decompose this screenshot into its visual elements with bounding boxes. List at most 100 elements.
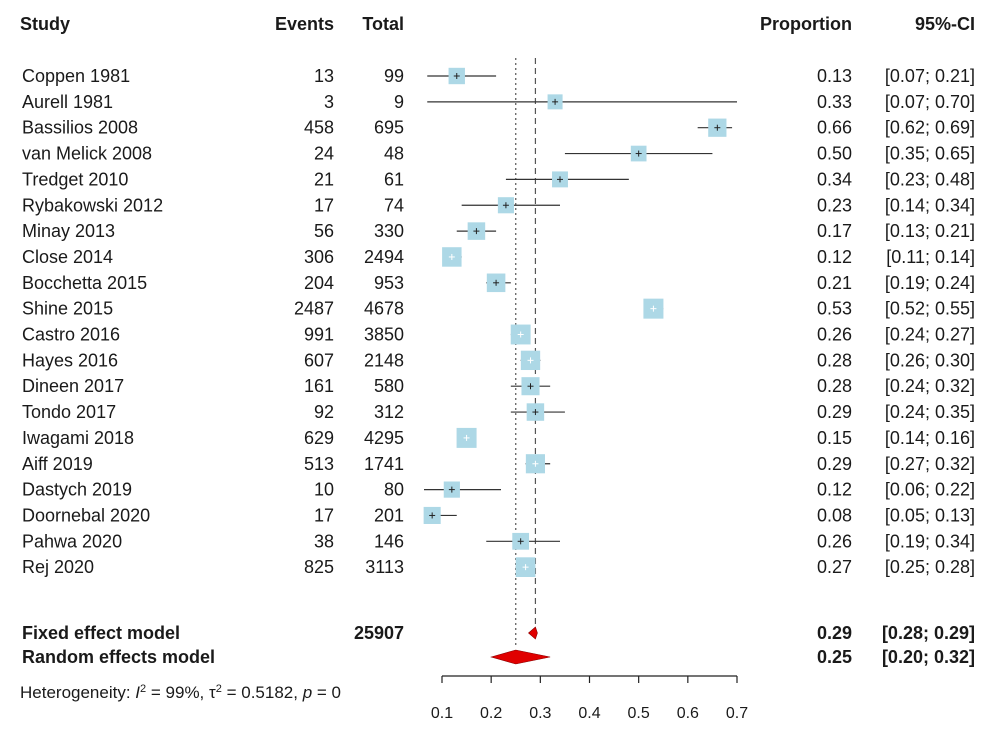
- header-proportion: Proportion: [760, 14, 852, 34]
- study-total: 330: [374, 221, 404, 241]
- study-events: 56: [314, 221, 334, 241]
- study-total: 4678: [364, 299, 404, 319]
- fixed-effect-label: Fixed effect model: [22, 623, 180, 643]
- study-total: 2494: [364, 247, 404, 267]
- study-row: Rybakowski 2012 17 74 0.23 [0.14; 0.34]: [22, 195, 975, 215]
- study-ci: [0.27; 0.32]: [885, 454, 975, 474]
- x-tick-label: 0.5: [628, 705, 650, 722]
- study-events: 17: [314, 505, 334, 525]
- study-total: 1741: [364, 454, 404, 474]
- study-proportion: 0.34: [817, 169, 852, 189]
- study-name: Bocchetta 2015: [22, 273, 147, 293]
- study-proportion: 0.26: [817, 531, 852, 551]
- study-events: 13: [314, 66, 334, 86]
- study-name: Pahwa 2020: [22, 531, 122, 551]
- study-ci: [0.19; 0.34]: [885, 531, 975, 551]
- study-name: Minay 2013: [22, 221, 115, 241]
- x-tick-label: 0.4: [578, 705, 600, 722]
- study-events: 10: [314, 480, 334, 500]
- study-ci: [0.06; 0.22]: [885, 480, 975, 500]
- study-proportion: 0.28: [817, 350, 852, 370]
- study-name: Rybakowski 2012: [22, 195, 163, 215]
- study-events: 629: [304, 428, 334, 448]
- study-events: 204: [304, 273, 334, 293]
- study-ci: [0.19; 0.24]: [885, 273, 975, 293]
- study-events: 3: [324, 92, 334, 112]
- study-events: 21: [314, 169, 334, 189]
- study-proportion: 0.29: [817, 402, 852, 422]
- study-proportion: 0.66: [817, 118, 852, 138]
- study-events: 513: [304, 454, 334, 474]
- study-ci: [0.11; 0.14]: [886, 247, 975, 267]
- study-ci: [0.13; 0.21]: [885, 221, 975, 241]
- study-ci: [0.52; 0.55]: [885, 299, 975, 319]
- x-tick-label: 0.2: [480, 705, 502, 722]
- study-ci: [0.07; 0.70]: [885, 92, 975, 112]
- study-proportion: 0.53: [817, 299, 852, 319]
- x-tick-label: 0.1: [431, 705, 453, 722]
- study-events: 24: [314, 144, 334, 164]
- header-total: Total: [362, 14, 404, 34]
- random-effects-row: Random effects model 0.25 [0.20; 0.32]: [22, 647, 975, 667]
- study-row: Rej 2020 825 3113 0.27 [0.25; 0.28]: [22, 557, 975, 577]
- study-name: Bassilios 2008: [22, 118, 138, 138]
- study-proportion: 0.08: [817, 505, 852, 525]
- study-row: Castro 2016 991 3850 0.26 [0.24; 0.27]: [22, 325, 975, 345]
- fixed-effect-row: Fixed effect model 25907 0.29 [0.28; 0.29]: [22, 623, 975, 643]
- study-name: Dastych 2019: [22, 480, 132, 500]
- study-ci: [0.24; 0.27]: [885, 325, 975, 345]
- study-name: Close 2014: [22, 247, 113, 267]
- study-proportion: 0.29: [817, 454, 852, 474]
- study-row: van Melick 2008 24 48 0.50 [0.35; 0.65]: [22, 144, 975, 164]
- study-total: 48: [384, 144, 404, 164]
- fixed-effect-ci: [0.28; 0.29]: [882, 623, 975, 643]
- study-row: Bassilios 2008 458 695 0.66 [0.62; 0.69]: [22, 118, 975, 138]
- study-ci: [0.35; 0.65]: [885, 144, 975, 164]
- study-events: 38: [314, 531, 334, 551]
- study-row: Dastych 2019 10 80 0.12 [0.06; 0.22]: [22, 480, 975, 500]
- study-events: 458: [304, 118, 334, 138]
- random-effects-label: Random effects model: [22, 647, 215, 667]
- x-tick-label: 0.7: [726, 705, 748, 722]
- study-proportion: 0.21: [817, 273, 852, 293]
- study-total: 99: [384, 66, 404, 86]
- study-total: 146: [374, 531, 404, 551]
- study-ci: [0.14; 0.34]: [885, 195, 975, 215]
- header-study: Study: [20, 14, 70, 34]
- study-proportion: 0.23: [817, 195, 852, 215]
- study-row: Close 2014 306 2494 0.12 [0.11; 0.14]: [22, 247, 975, 267]
- study-total: 74: [384, 195, 404, 215]
- study-row: Hayes 2016 607 2148 0.28 [0.26; 0.30]: [22, 350, 975, 370]
- study-row: Bocchetta 2015 204 953 0.21 [0.19; 0.24]: [22, 273, 975, 293]
- study-name: Rej 2020: [22, 557, 94, 577]
- study-total: 9: [394, 92, 404, 112]
- study-total: 953: [374, 273, 404, 293]
- study-proportion: 0.15: [817, 428, 852, 448]
- study-row: Coppen 1981 13 99 0.13 [0.07; 0.21]: [22, 66, 975, 86]
- study-name: Doornebal 2020: [22, 505, 150, 525]
- study-row: Shine 2015 2487 4678 0.53 [0.52; 0.55]: [22, 298, 975, 319]
- study-ci: [0.24; 0.32]: [885, 376, 975, 396]
- study-events: 92: [314, 402, 334, 422]
- study-ci: [0.05; 0.13]: [885, 505, 975, 525]
- study-events: 17: [314, 195, 334, 215]
- study-name: Coppen 1981: [22, 66, 130, 86]
- heterogeneity-text: Heterogeneity: I2 = 99%, τ2 = 0.5182, p …: [20, 683, 341, 702]
- study-events: 2487: [294, 299, 334, 319]
- study-row: Dineen 2017 161 580 0.28 [0.24; 0.32]: [22, 376, 975, 396]
- study-name: Tredget 2010: [22, 169, 128, 189]
- study-total: 580: [374, 376, 404, 396]
- x-axis: 0.1 0.2 0.3 0.4 0.5 0.6 0.7: [431, 675, 748, 722]
- study-total: 201: [374, 505, 404, 525]
- study-total: 3113: [365, 557, 404, 577]
- study-proportion: 0.28: [817, 376, 852, 396]
- study-row: Iwagami 2018 629 4295 0.15 [0.14; 0.16]: [22, 428, 975, 448]
- study-name: Iwagami 2018: [22, 428, 134, 448]
- study-row: Tondo 2017 92 312 0.29 [0.24; 0.35]: [22, 402, 975, 422]
- study-name: Dineen 2017: [22, 376, 124, 396]
- summary-rows: Fixed effect model 25907 0.29 [0.28; 0.29] R…: [22, 623, 975, 667]
- study-name: Aiff 2019: [22, 454, 93, 474]
- study-proportion: 0.12: [817, 247, 852, 267]
- study-events: 991: [304, 325, 334, 345]
